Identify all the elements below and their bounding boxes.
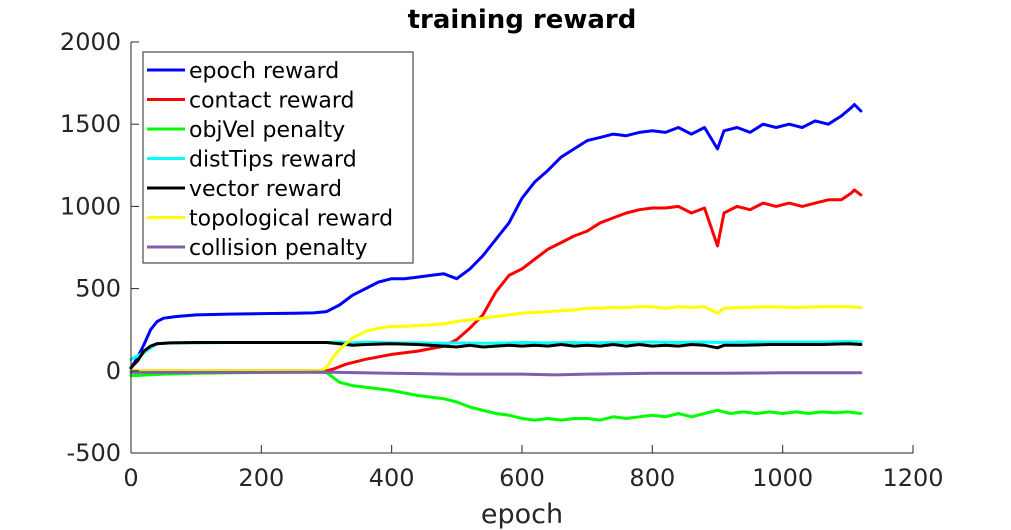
- y-tick-label: 0: [106, 357, 121, 385]
- y-tick-label: 1500: [60, 110, 121, 138]
- y-tick-label: 500: [75, 275, 121, 303]
- legend-label: topological reward: [189, 207, 393, 232]
- y-tick-label: -500: [67, 439, 121, 467]
- legend: epoch reward contact reward objVel penalty…: [142, 51, 414, 264]
- series-line-epoch-reward: [129, 103, 863, 370]
- x-tick-label: 1200: [882, 464, 943, 492]
- series-line-topological-reward: [129, 305, 863, 373]
- x-tick-label: 400: [369, 464, 415, 492]
- ticks-layer: 0 200 400 600 800 1000 1200-500050010001500200…: [60, 28, 944, 492]
- legend-label: epoch reward: [189, 59, 339, 84]
- x-tick-label: 600: [499, 464, 545, 492]
- series-line-vector-reward: [129, 341, 863, 369]
- legend-label: distTips reward: [189, 148, 357, 173]
- x-tick-label: 200: [238, 464, 284, 492]
- x-axis-title: epoch: [481, 499, 563, 530]
- legend-label: contact reward: [189, 89, 355, 114]
- legend-label: objVel penalty: [189, 118, 345, 143]
- legend-box: [142, 51, 414, 264]
- legend-label: vector reward: [189, 177, 342, 202]
- chart-title: training reward: [408, 5, 637, 35]
- series-layer: [129, 103, 863, 422]
- series-line-collision-penalty: [129, 370, 863, 377]
- series-line-objvel-penalty: [129, 370, 863, 422]
- x-tick-label: 0: [123, 464, 138, 492]
- y-tick-label: 1000: [60, 192, 121, 220]
- legend-label: collision penalty: [189, 236, 368, 261]
- x-tick-label: 1000: [752, 464, 813, 492]
- x-tick-label: 800: [629, 464, 675, 492]
- y-tick-label: 2000: [60, 28, 121, 56]
- series-line-contact-reward: [129, 188, 863, 373]
